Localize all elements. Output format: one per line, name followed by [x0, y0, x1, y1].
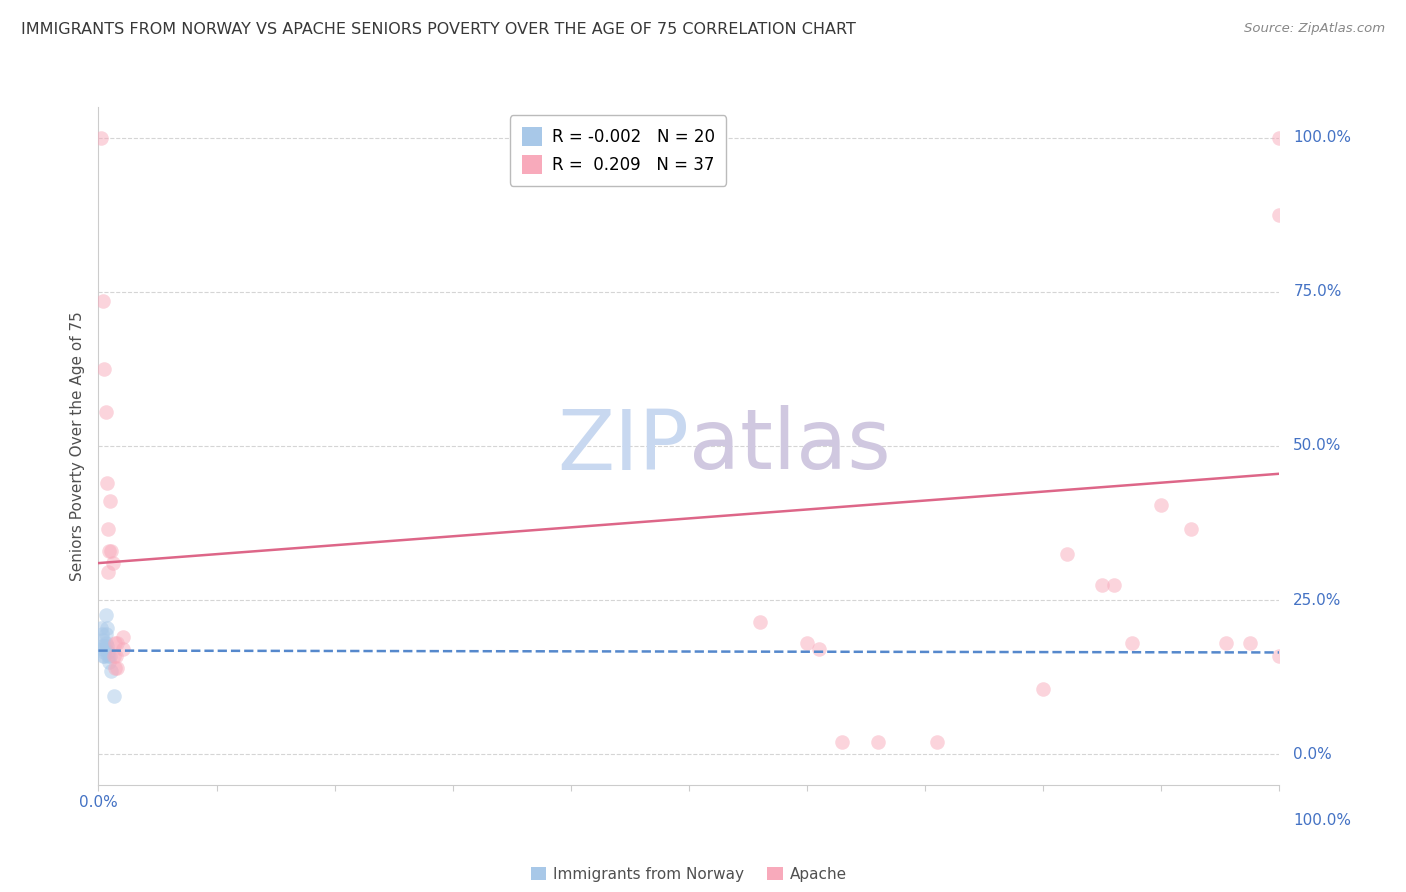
Point	[1091, 577, 1114, 591]
Text: 75.0%: 75.0%	[1294, 285, 1341, 300]
Point	[103, 689, 125, 703]
Point	[1215, 636, 1237, 650]
Text: Source: ZipAtlas.com: Source: ZipAtlas.com	[1244, 22, 1385, 36]
Point	[112, 630, 135, 644]
Point	[96, 475, 118, 490]
Point	[866, 735, 889, 749]
Point	[100, 543, 122, 558]
Point	[98, 655, 121, 669]
Point	[1102, 577, 1125, 591]
Point	[98, 543, 121, 558]
Point	[101, 556, 124, 570]
Point	[103, 648, 125, 663]
Point	[97, 645, 120, 659]
Y-axis label: Seniors Poverty Over the Age of 75: Seniors Poverty Over the Age of 75	[70, 311, 86, 581]
Text: ZIP: ZIP	[557, 406, 689, 486]
Point	[91, 642, 114, 657]
Text: 0.0%: 0.0%	[1294, 747, 1331, 762]
Point	[748, 615, 770, 629]
Point	[1268, 131, 1291, 145]
Text: 100.0%: 100.0%	[1294, 813, 1351, 828]
Point	[93, 640, 115, 654]
Point	[91, 648, 114, 663]
Point	[1180, 522, 1202, 536]
Text: atlas: atlas	[689, 406, 890, 486]
Text: 100.0%: 100.0%	[1294, 130, 1351, 145]
Point	[98, 648, 121, 663]
Point	[94, 636, 117, 650]
Point	[105, 648, 128, 663]
Point	[100, 664, 122, 678]
Point	[831, 735, 853, 749]
Point	[112, 642, 135, 657]
Text: 25.0%: 25.0%	[1294, 592, 1341, 607]
Point	[91, 640, 114, 654]
Point	[94, 405, 117, 419]
Point	[807, 642, 830, 657]
Point	[91, 633, 114, 648]
Point	[90, 621, 112, 635]
Point	[105, 661, 128, 675]
Point	[94, 627, 117, 641]
Point	[97, 566, 120, 580]
Point	[1268, 648, 1291, 663]
Point	[105, 636, 128, 650]
Text: IMMIGRANTS FROM NORWAY VS APACHE SENIORS POVERTY OVER THE AGE OF 75 CORRELATION : IMMIGRANTS FROM NORWAY VS APACHE SENIORS…	[21, 22, 856, 37]
Point	[925, 735, 948, 749]
Point	[98, 494, 121, 508]
Point	[1239, 636, 1261, 650]
Point	[94, 608, 117, 623]
Point	[104, 661, 127, 675]
Point	[96, 621, 118, 635]
Point	[1056, 547, 1078, 561]
Point	[90, 131, 112, 145]
Point	[1121, 636, 1143, 650]
Point	[96, 640, 118, 654]
Point	[796, 636, 818, 650]
Point	[104, 636, 127, 650]
Point	[1268, 208, 1291, 222]
Point	[91, 627, 114, 641]
Point	[93, 645, 115, 659]
Point	[1150, 498, 1173, 512]
Point	[93, 648, 115, 663]
Legend: R = -0.002   N = 20, R =  0.209   N = 37: R = -0.002 N = 20, R = 0.209 N = 37	[510, 115, 727, 186]
Point	[97, 648, 120, 663]
Point	[93, 362, 115, 376]
Text: 50.0%: 50.0%	[1294, 439, 1341, 453]
Point	[91, 294, 114, 309]
Point	[1032, 682, 1054, 697]
Point	[97, 522, 120, 536]
